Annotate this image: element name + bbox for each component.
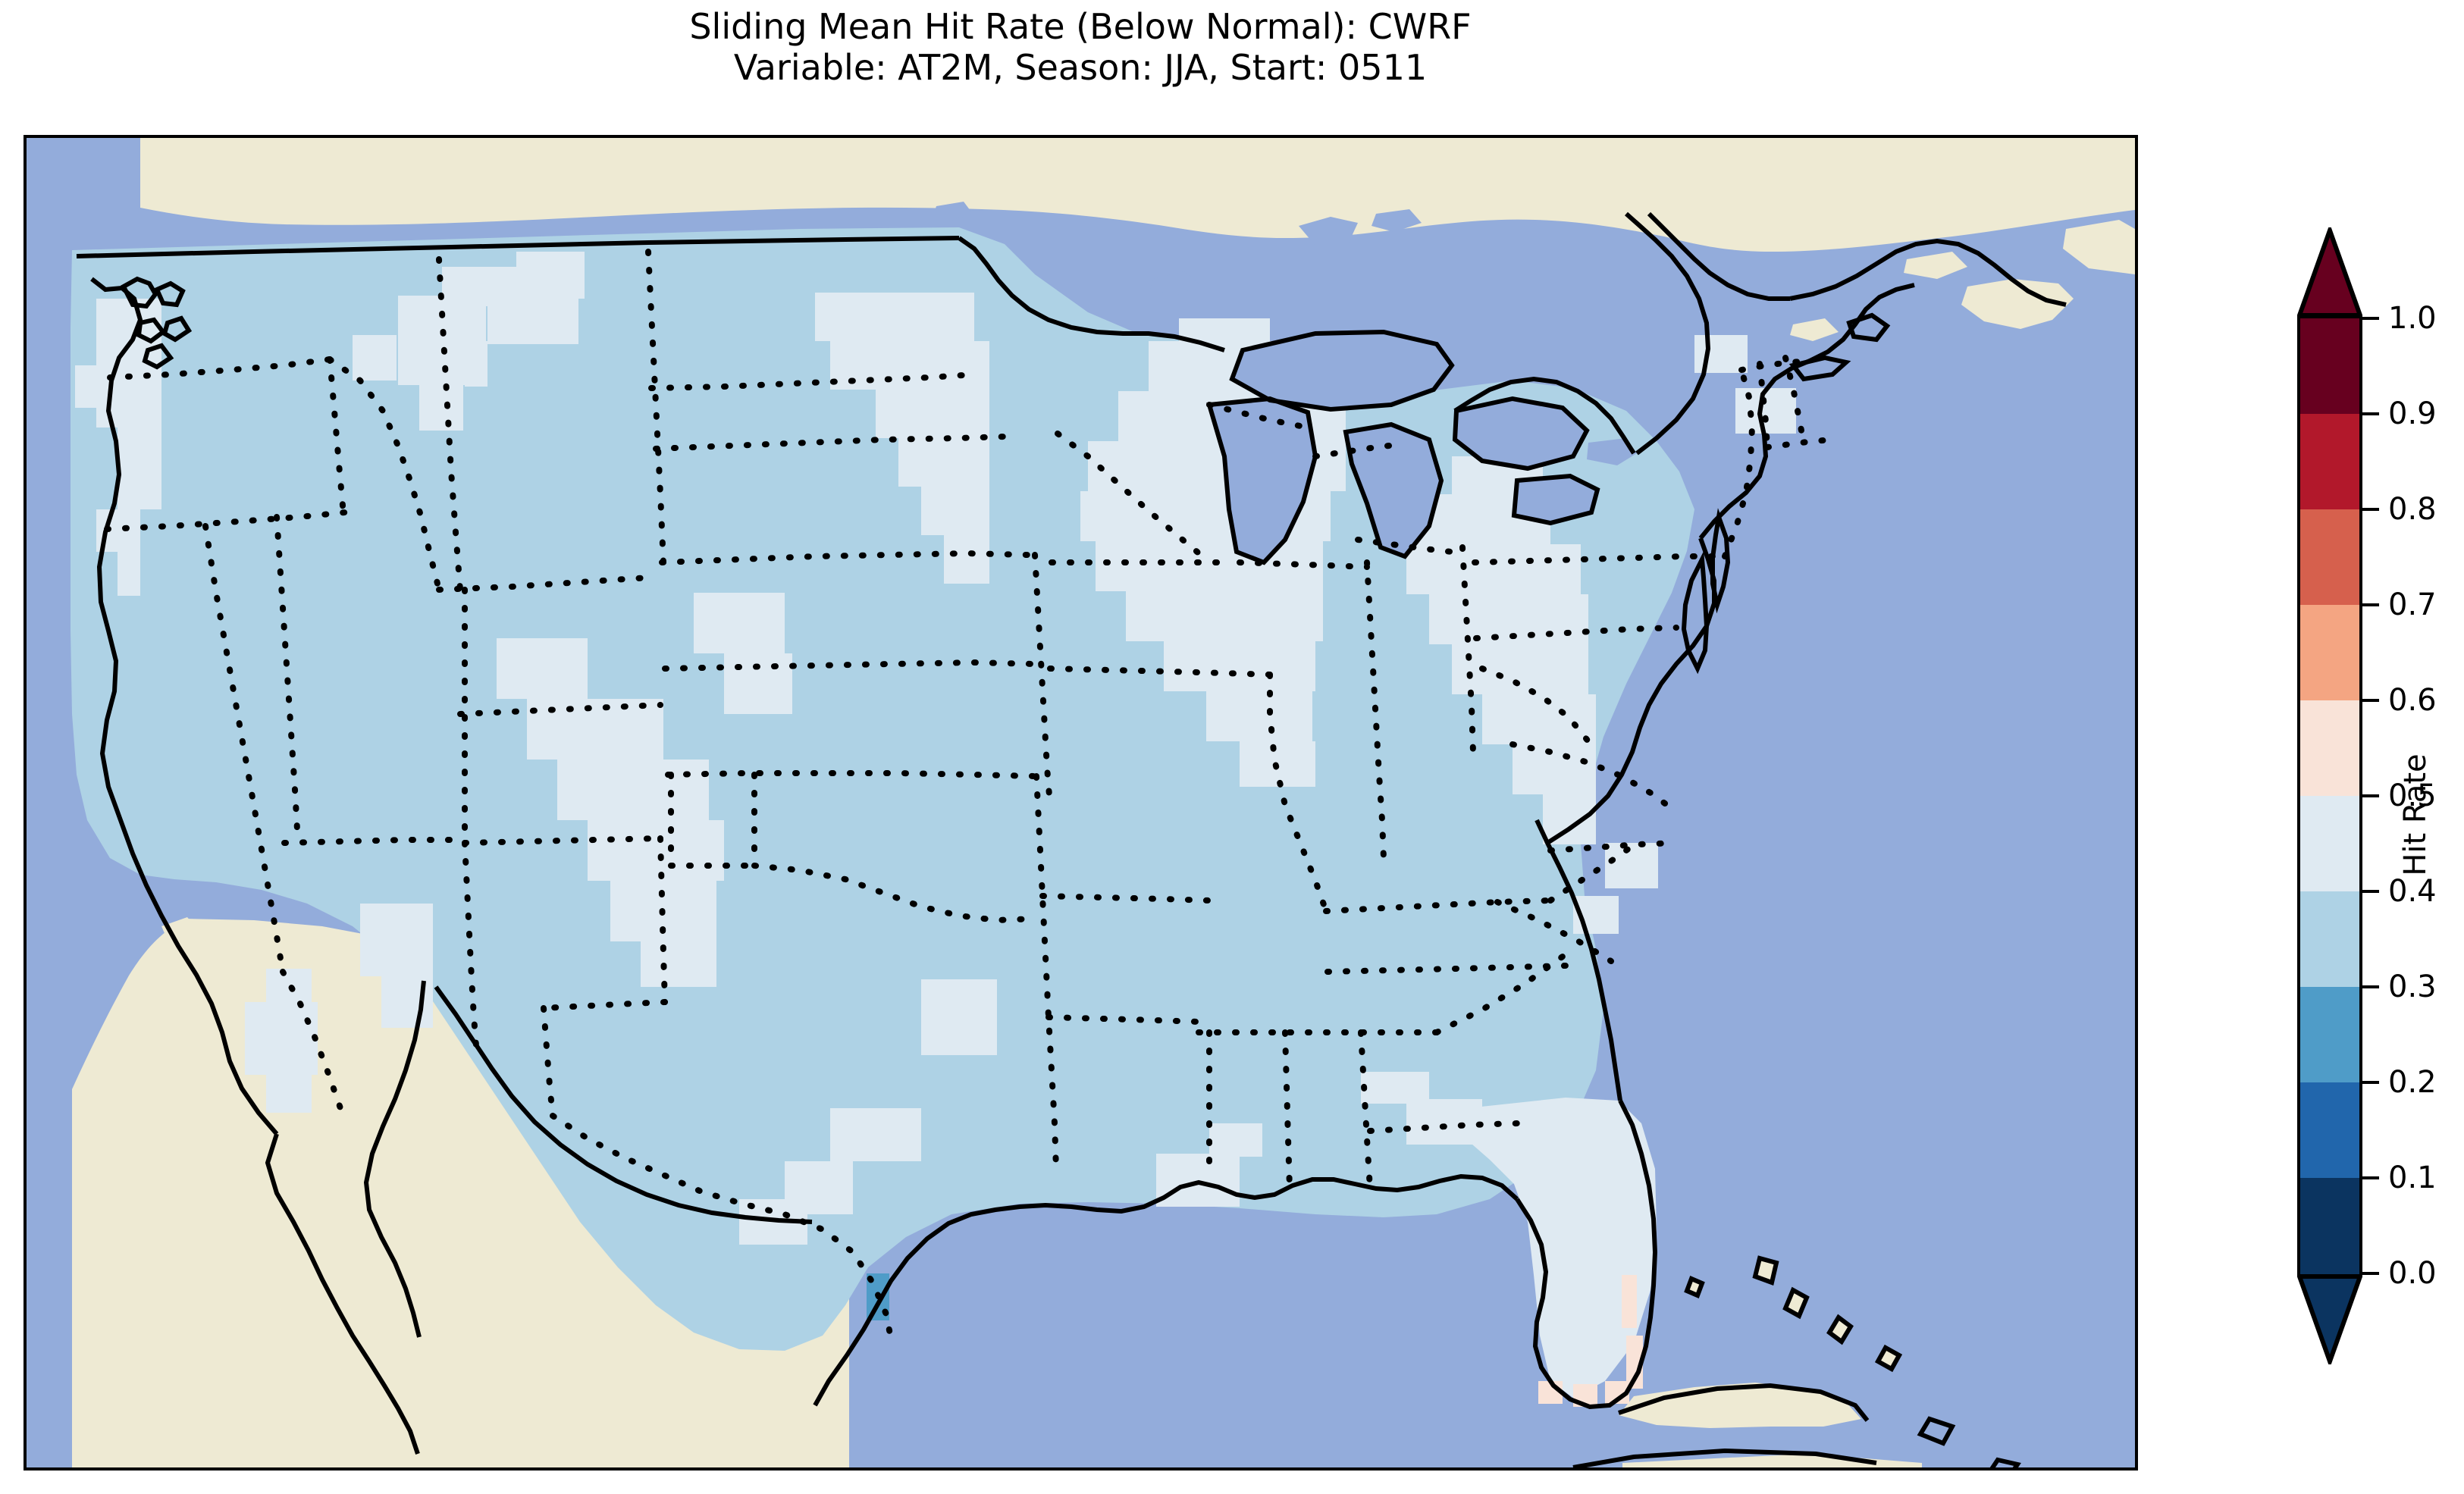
colorbar-tick-group: 1.0 0.9 0.8 0.7 0.6 0.5 0.4 0.3 0.2 0.1 0.0 <box>2362 227 2461 1364</box>
colorbar-segment <box>2300 414 2359 510</box>
colorbar-axis-label: Hit Rate <box>2398 753 2433 876</box>
colorbar-tick-mark <box>2362 412 2379 415</box>
colorbar-tick-label: 0.7 <box>2388 587 2437 622</box>
colorbar-tick-mark <box>2362 1272 2379 1275</box>
colorbar <box>2296 224 2365 1368</box>
colorbar-tick-mark <box>2362 1081 2379 1084</box>
colorbar-tick-label: 0.2 <box>2388 1065 2437 1100</box>
colorbar-tick-label: 1.0 <box>2388 301 2437 336</box>
colorbar-tick-label: 0.5 <box>2388 778 2437 813</box>
state-boundaries <box>104 249 1837 1349</box>
colorbar-tick-label: 0.1 <box>2388 1160 2437 1195</box>
colorbar-tick-label: 0.4 <box>2388 874 2437 909</box>
colorbar-under-arrow <box>2296 1273 2364 1368</box>
colorbar-segment <box>2300 796 2359 892</box>
colorbar-tick-mark <box>2362 794 2379 797</box>
map-canvas <box>27 138 2135 1467</box>
colorbar-tick-mark <box>2362 1176 2379 1179</box>
colorbar-tick-mark <box>2362 317 2379 320</box>
colorbar-body <box>2297 315 2362 1276</box>
colorbar-segment <box>2300 1178 2359 1274</box>
colorbar-tick-mark <box>2362 699 2379 702</box>
colorbar-over-arrow <box>2296 224 2364 318</box>
colorbar-segment <box>2300 318 2359 415</box>
colorbar-segment <box>2300 1082 2359 1179</box>
colorbar-tick-label: 0.6 <box>2388 683 2437 718</box>
colorbar-segment <box>2300 891 2359 988</box>
title-line-2: Variable: AT2M, Season: JJA, Start: 0511 <box>733 47 1428 89</box>
colorbar-tick-mark <box>2362 985 2379 988</box>
colorbar-segment <box>2300 509 2359 606</box>
colorbar-segment <box>2300 987 2359 1083</box>
colorbar-segment <box>2300 605 2359 701</box>
colorbar-tick-label: 0.8 <box>2388 492 2437 527</box>
colorbar-tick-label: 0.9 <box>2388 396 2437 431</box>
colorbar-tick-mark <box>2362 603 2379 606</box>
page-title: Sliding Mean Hit Rate (Below Normal): CW… <box>0 0 2161 89</box>
title-line-1: Sliding Mean Hit Rate (Below Normal): CW… <box>689 6 1472 47</box>
colorbar-tick-mark <box>2362 508 2379 511</box>
coastline-paths <box>76 211 2067 1467</box>
colorbar-tick-label: 0.0 <box>2388 1256 2437 1291</box>
colorbar-tick-mark <box>2362 890 2379 893</box>
colorbar-tick-label: 0.3 <box>2388 969 2437 1004</box>
colorbar-segment <box>2300 700 2359 797</box>
great-lakes <box>933 202 1637 562</box>
map-panel <box>24 135 2138 1471</box>
